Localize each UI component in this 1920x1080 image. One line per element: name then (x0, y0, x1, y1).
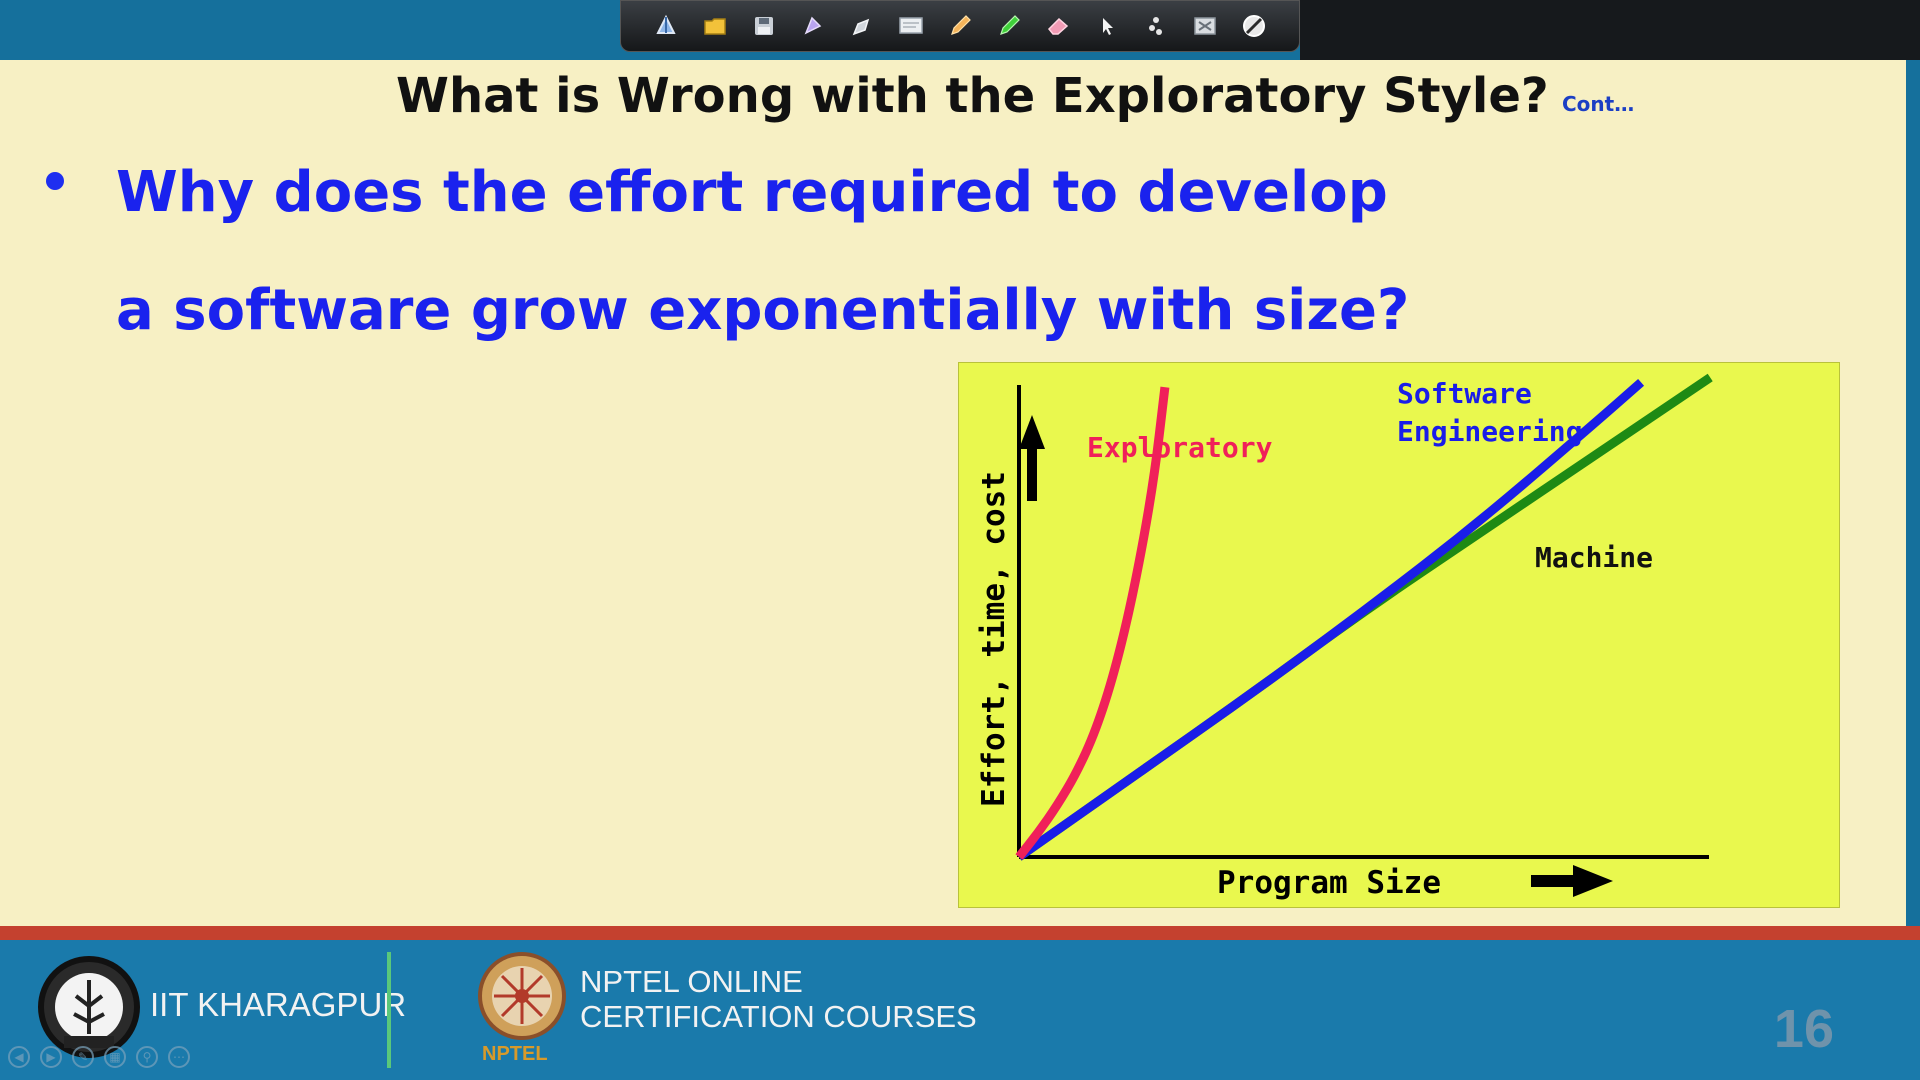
bullet-text-line1: Why does the effort required to develop (116, 160, 1388, 225)
marker-icon[interactable] (991, 8, 1027, 44)
bullet-dot (46, 172, 64, 190)
laser-icon[interactable] (1138, 8, 1174, 44)
institute-name: IIT KHARAGPUR (150, 986, 407, 1023)
highlighter-icon[interactable] (795, 8, 831, 44)
series-line-software-engineering (1016, 378, 1645, 861)
next-slide-icon[interactable]: ▶ (40, 1046, 62, 1068)
effort-chart: Effort, time, cost Program Size Explorat… (958, 362, 1840, 908)
label-machine: Machine (1535, 541, 1653, 574)
pen-tool-icon[interactable]: ✎ (72, 1046, 94, 1068)
stop-icon[interactable] (1236, 8, 1272, 44)
series-line-exploratory (1015, 386, 1170, 860)
label-software-line2: Engineering (1397, 415, 1582, 448)
zoom-icon[interactable]: ⚲ (136, 1046, 158, 1068)
previous-slide-icon[interactable]: ◀ (8, 1046, 30, 1068)
page-number: 16 (1773, 999, 1834, 1059)
right-edge-strip (1906, 60, 1920, 926)
pin-icon[interactable] (648, 8, 684, 44)
iit-kharagpur-logo (34, 952, 144, 1062)
eraser-icon[interactable] (1040, 8, 1076, 44)
y-axis-label: Effort, time, cost (976, 471, 1012, 807)
x-axis-label: Program Size (1217, 865, 1441, 901)
slides-grid-icon[interactable]: ▦ (104, 1046, 126, 1068)
save-icon[interactable] (746, 8, 782, 44)
pointer-icon[interactable] (1089, 8, 1125, 44)
nptel-logo-text: NPTEL (482, 1043, 548, 1065)
nptel-logo (474, 948, 570, 1044)
slide-title: What is Wrong with the Exploratory Style… (396, 68, 1549, 124)
y-axis-arrow (1019, 415, 1045, 501)
course-line1: NPTEL ONLINE (580, 964, 803, 999)
bullet-text-line2: a software grow exponentially with size? (116, 278, 1410, 343)
slideshow-controls: ◀ ▶ ✎ ▦ ⚲ ⋯ (8, 1046, 190, 1068)
topbar-dark-region (1300, 0, 1920, 60)
whiteboard-icon[interactable] (893, 8, 929, 44)
chart-svg: Effort, time, cost Program Size Explorat… (976, 373, 1713, 901)
footer-bar (0, 940, 1920, 1080)
label-exploratory: Exploratory (1087, 431, 1273, 464)
annotation-toolbar (620, 0, 1300, 52)
label-software: Software Engineering (1397, 377, 1582, 448)
x-axis-arrow (1531, 865, 1613, 897)
footer-accent-bar (0, 926, 1920, 940)
pen-icon[interactable] (844, 8, 880, 44)
more-options-icon[interactable]: ⋯ (168, 1046, 190, 1068)
title-continuation: Cont… (1562, 92, 1635, 116)
series-layer (1015, 373, 1713, 861)
label-software-line1: Software (1397, 377, 1532, 410)
footer-divider (387, 952, 391, 1068)
clear-icon[interactable] (1187, 8, 1223, 44)
folder-icon[interactable] (697, 8, 733, 44)
pencil-icon[interactable] (942, 8, 978, 44)
course-line2: CERTIFICATION COURSES (580, 999, 977, 1034)
